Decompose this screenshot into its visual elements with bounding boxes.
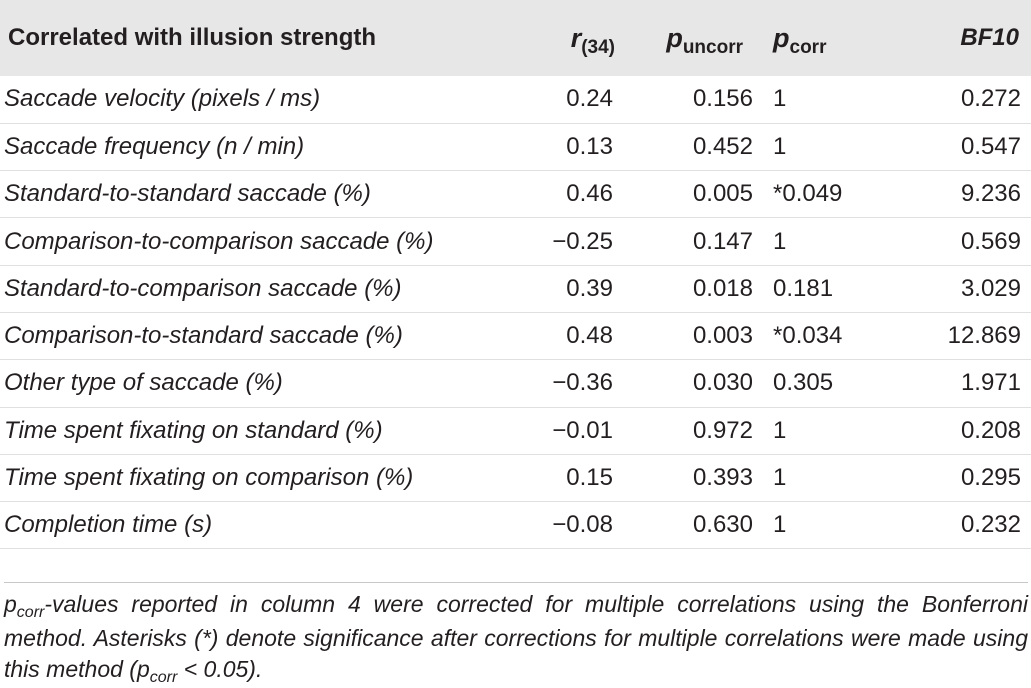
cell-p-corr: 1 xyxy=(773,464,787,492)
cell-r: 0.48 xyxy=(566,322,613,350)
cell-p-corr: 0.305 xyxy=(773,369,834,397)
header-p-uncorr: puncorr xyxy=(625,0,763,76)
cell-bf10: 0.295 xyxy=(960,464,1021,492)
footnote-p-symbol-2: p xyxy=(136,656,150,682)
cell-bf10: 0.232 xyxy=(960,511,1021,539)
row-label: Standard-to-standard saccade (%) xyxy=(4,180,371,208)
cell-p-corr: 1 xyxy=(773,227,787,255)
cell-p-corr: 1 xyxy=(773,85,787,113)
row-label: Saccade velocity (pixels / ms) xyxy=(4,85,321,113)
cell-r: 0.46 xyxy=(566,180,613,208)
cell-p-uncorr: 0.972 xyxy=(692,416,753,444)
cell-bf10: 1.971 xyxy=(960,369,1021,397)
cell-bf10: 9.236 xyxy=(960,180,1021,208)
row-label: Time spent fixating on standard (%) xyxy=(4,416,383,444)
header-bf10: BF10 xyxy=(960,24,1019,51)
cell-bf10: 12.869 xyxy=(947,322,1021,350)
cell-r: −0.36 xyxy=(552,369,613,397)
cell-bf10: 3.029 xyxy=(960,274,1021,302)
row-label: Standard-to-comparison saccade (%) xyxy=(4,274,402,302)
cell-p-uncorr: 0.156 xyxy=(692,85,753,113)
row-label: Other type of saccade (%) xyxy=(4,369,283,397)
cell-p-corr: 1 xyxy=(773,132,787,160)
cell-bf10: 0.272 xyxy=(960,85,1021,113)
cell-p-uncorr: 0.393 xyxy=(692,464,753,492)
footnote-p-symbol: p xyxy=(4,591,17,617)
cell-p-corr: 0.181 xyxy=(773,274,834,302)
table-footnote: pcorr-values reported in column 4 were c… xyxy=(4,582,1028,688)
cell-p-uncorr: 0.018 xyxy=(692,274,753,302)
cell-p-corr: 1 xyxy=(773,511,787,539)
cell-p-corr: *0.034 xyxy=(773,322,843,350)
table-row: Comparison-to-comparison saccade (%) −0.… xyxy=(0,218,1031,266)
table-header-row: Correlated with illusion strength r(34) … xyxy=(0,0,1031,76)
footnote-p-subscript-2: corr xyxy=(149,669,178,686)
header-r-symbol: r xyxy=(570,22,582,53)
row-label: Time spent fixating on comparison (%) xyxy=(4,464,414,492)
table-row: Saccade velocity (pixels / ms) 0.24 0.15… xyxy=(0,76,1031,124)
row-label: Saccade frequency (n / min) xyxy=(4,132,305,160)
cell-r: −0.25 xyxy=(552,227,613,255)
cell-bf10: 0.208 xyxy=(960,416,1021,444)
table-row: Time spent fixating on standard (%) −0.0… xyxy=(0,407,1031,455)
table-row: Comparison-to-standard saccade (%) 0.48 … xyxy=(0,312,1031,360)
table-row: Saccade frequency (n / min) 0.13 0.452 1… xyxy=(0,123,1031,171)
row-label: Completion time (s) xyxy=(4,511,213,539)
table-row: Completion time (s) −0.08 0.630 1 0.232 xyxy=(0,502,1031,549)
cell-p-uncorr: 0.452 xyxy=(692,132,753,160)
cell-p-corr: 1 xyxy=(773,416,787,444)
correlation-table: Correlated with illusion strength r(34) … xyxy=(0,0,1031,549)
cell-p-uncorr: 0.630 xyxy=(692,511,753,539)
header-label: Correlated with illusion strength xyxy=(8,24,377,51)
header-p-corr: pcorr xyxy=(763,0,878,76)
table-row: Standard-to-standard saccade (%) 0.46 0.… xyxy=(0,171,1031,218)
cell-r: 0.24 xyxy=(566,85,613,113)
cell-bf10: 0.569 xyxy=(960,227,1021,255)
cell-p-uncorr: 0.030 xyxy=(692,369,753,397)
header-p-uncorr-symbol: p xyxy=(666,22,683,53)
cell-p-uncorr: 0.005 xyxy=(692,180,753,208)
cell-p-uncorr: 0.003 xyxy=(692,322,753,350)
cell-r: −0.08 xyxy=(552,511,613,539)
header-r: r(34) xyxy=(520,0,625,76)
row-label: Comparison-to-comparison saccade (%) xyxy=(4,227,434,255)
cell-p-uncorr: 0.147 xyxy=(692,227,753,255)
table-row: Other type of saccade (%) −0.36 0.030 0.… xyxy=(0,360,1031,408)
footnote-text-end: < 0.05). xyxy=(177,656,263,682)
cell-r: −0.01 xyxy=(552,416,613,444)
cell-r: 0.15 xyxy=(566,464,613,492)
footnote-text: -values reported in column 4 were correc… xyxy=(4,591,1028,682)
header-p-corr-symbol: p xyxy=(773,22,790,53)
row-label: Comparison-to-standard saccade (%) xyxy=(4,322,403,350)
cell-p-corr: *0.049 xyxy=(773,180,843,208)
cell-r: 0.39 xyxy=(566,274,613,302)
table-row: Standard-to-comparison saccade (%) 0.39 … xyxy=(0,265,1031,313)
cell-r: 0.13 xyxy=(566,132,613,160)
table-row: Time spent fixating on comparison (%) 0.… xyxy=(0,454,1031,502)
cell-bf10: 0.547 xyxy=(960,132,1021,160)
header-p-uncorr-subscript: uncorr xyxy=(682,36,743,58)
header-r-subscript: (34) xyxy=(581,36,615,58)
footnote-p-subscript: corr xyxy=(16,604,45,621)
header-p-corr-subscript: corr xyxy=(789,36,827,58)
